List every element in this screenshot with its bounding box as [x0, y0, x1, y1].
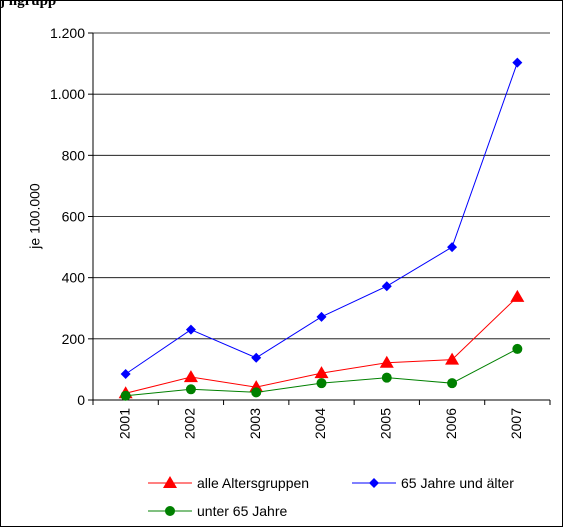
- y-tick-label: 1.000: [50, 86, 85, 102]
- legend-marker: [369, 478, 379, 488]
- legend-marker: [163, 476, 177, 488]
- legend-label: alle Altersgruppen: [197, 475, 309, 491]
- x-tick-label: 2005: [377, 408, 393, 439]
- series-2: [120, 57, 523, 380]
- x-tick-label: 2003: [247, 408, 263, 439]
- data-point: [445, 352, 460, 365]
- legend-label: unter 65 Jahre: [197, 503, 287, 519]
- y-tick-label: 600: [62, 209, 86, 225]
- y-axis-label: je 100.000: [27, 183, 43, 250]
- data-point: [381, 372, 392, 383]
- chart-title: j ngrupp: [0, 0, 57, 9]
- x-tick-label: 2006: [443, 408, 459, 439]
- series-3: [120, 343, 523, 401]
- legend: alle Altersgruppen 65 Jahre und älter unte…: [148, 475, 514, 519]
- data-point: [183, 370, 198, 383]
- legend-item: 65 Jahre und älter: [352, 475, 514, 491]
- y-tick-label: 0: [77, 392, 85, 408]
- y-tick-label: 400: [62, 270, 86, 286]
- data-point: [251, 387, 262, 398]
- data-point: [185, 384, 196, 395]
- y-tick-label: 200: [62, 331, 86, 347]
- data-point: [512, 57, 523, 68]
- data-point: [316, 378, 327, 389]
- data-point: [316, 311, 327, 322]
- legend-label: 65 Jahre und älter: [401, 475, 514, 491]
- data-point: [120, 369, 131, 380]
- legend-marker: [165, 506, 175, 516]
- data-point: [251, 352, 262, 363]
- data-point: [379, 355, 394, 368]
- y-tick-label: 1.200: [50, 25, 85, 41]
- data-point: [185, 324, 196, 335]
- x-tick-label: 2007: [508, 408, 524, 439]
- x-tick-label: 2001: [116, 408, 132, 439]
- data-point: [510, 289, 525, 302]
- data-point: [447, 378, 458, 389]
- legend-item: unter 65 Jahre: [148, 503, 287, 519]
- legend-item: alle Altersgruppen: [148, 475, 309, 491]
- data-point: [381, 281, 392, 292]
- y-tick-label: 800: [62, 147, 86, 163]
- y-ticks: 0 200 400 600 800 1.000 1.200: [50, 25, 93, 408]
- gridlines: [93, 32, 550, 340]
- x-tick-label: 2004: [312, 408, 328, 439]
- data-point: [314, 366, 329, 379]
- data-point: [447, 242, 458, 253]
- x-ticks: 2001 2002 2003 2004 2005 2006 2007: [92, 400, 551, 439]
- data-point: [120, 390, 131, 401]
- series-group: [118, 57, 525, 401]
- data-point: [512, 343, 523, 354]
- series-line: [125, 62, 518, 375]
- x-tick-label: 2002: [182, 408, 198, 439]
